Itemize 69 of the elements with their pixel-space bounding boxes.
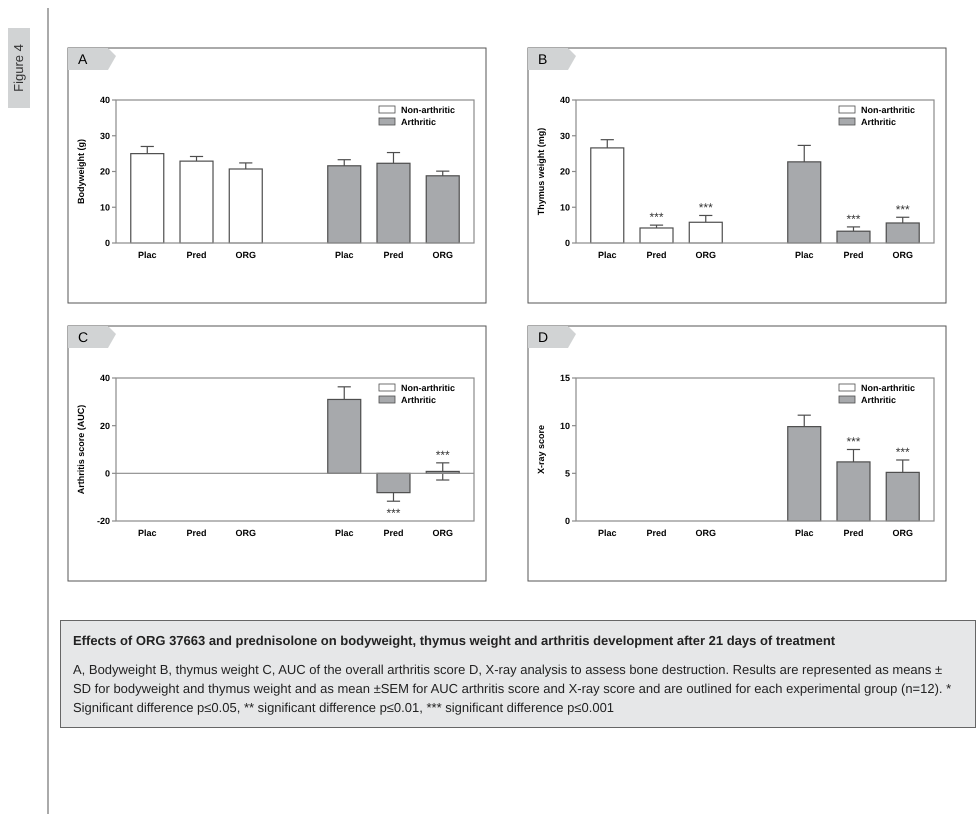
y-tick-label: 15: [560, 373, 570, 384]
y-tick-label: 30: [100, 130, 110, 141]
x-tick-label: Pred: [383, 528, 404, 538]
y-tick-label: 20: [100, 420, 110, 431]
text: Effects of ORG 37663 and prednisolone on bodyweight, thymus weight and arthritis development after 21 days of treatment: [73, 632, 836, 650]
x-tick-label: ORG: [696, 250, 716, 260]
data-label: ***: [698, 200, 714, 214]
x-tick-label: ORG: [236, 250, 256, 260]
x-tick-label: ORG: [236, 528, 256, 538]
chart-title: B: [538, 51, 548, 67]
y-axis-title: Thymus weight (mg): [536, 128, 546, 216]
data-label: ***: [896, 444, 910, 459]
y-tick-label: 20: [560, 166, 570, 177]
chart-title: A: [78, 51, 88, 67]
x-tick-label: ORG: [892, 250, 913, 260]
x-tick-label: ORG: [696, 528, 716, 538]
x-tick-label: Pred: [843, 250, 864, 260]
y-tick-label: 0: [564, 516, 570, 526]
legend-label: Non-arthritic: [861, 105, 915, 115]
y-axis-title: Arthritis score (AUC): [76, 404, 86, 494]
chart-title: D: [538, 329, 548, 345]
x-tick-label: Pred: [383, 250, 404, 260]
y-tick-label: 10: [560, 202, 570, 212]
x-tick-label: Plac: [794, 250, 814, 260]
data-label: ***: [896, 202, 910, 216]
x-tick-label: Pred: [646, 528, 667, 538]
legend-label: Arthritic: [861, 117, 896, 127]
legend-label: Non-arthritic: [401, 383, 455, 393]
data-label: ***: [386, 506, 401, 520]
y-tick-label: 20: [100, 166, 110, 177]
x-tick-label: Plac: [334, 250, 354, 260]
x-tick-label: Pred: [646, 250, 667, 260]
y-tick-label: 0: [104, 468, 110, 478]
y-tick-label: 10: [560, 420, 570, 431]
y-tick-label: 10: [100, 202, 110, 212]
y-tick-label: 30: [560, 130, 570, 141]
y-tick-label: 0: [104, 238, 110, 248]
legend-label: Arthritic: [861, 395, 896, 405]
legend-label: Non-arthritic: [861, 383, 915, 393]
data-label: ***: [436, 448, 450, 462]
data-label: ***: [846, 434, 861, 448]
x-tick-label: Plac: [794, 528, 814, 538]
x-tick-label: Pred: [186, 528, 207, 538]
y-tick-label: 0: [564, 238, 570, 248]
caption: Figure 4: [11, 44, 26, 92]
data-label: ***: [650, 210, 664, 224]
chart-title: C: [78, 329, 88, 345]
x-tick-label: Plac: [598, 528, 617, 538]
x-tick-label: Plac: [334, 528, 354, 538]
x-tick-label: ORG: [892, 528, 913, 538]
x-tick-label: Plac: [138, 250, 157, 260]
x-tick-label: Plac: [138, 528, 157, 538]
y-axis-title: X-ray score: [536, 424, 546, 474]
y-tick-label: 40: [100, 373, 110, 384]
y-tick-label: 40: [100, 95, 110, 106]
x-tick-label: ORG: [432, 250, 453, 260]
y-axis-title: Bodyweight (g): [76, 139, 86, 204]
legend-label: Arthritic: [401, 117, 436, 127]
x-tick-label: Plac: [598, 250, 617, 260]
y-tick-label: -20: [96, 516, 110, 526]
y-tick-label: 5: [564, 468, 570, 478]
legend-label: Non-arthritic: [401, 105, 455, 115]
y-tick-label: 40: [560, 95, 570, 106]
x-tick-label: Pred: [843, 528, 864, 538]
data-label: ***: [846, 212, 861, 226]
x-tick-label: ORG: [432, 528, 453, 538]
x-tick-label: Pred: [186, 250, 207, 260]
text: A, Bodyweight B, thymus weight C, AUC of the overall arthritis score D, X-ray analysis to assess bone destruction. Results are represented as means ± SD for bodyweight and thymus weight and as mean ±SEM for AUC arthritis score and X-ray score and are outlined for each experimental group (n=12). * Significant difference p≤0.05, ** significant difference p≤0.01, *** significant difference p≤0.001: [73, 661, 952, 717]
legend-label: Arthritic: [401, 395, 436, 405]
